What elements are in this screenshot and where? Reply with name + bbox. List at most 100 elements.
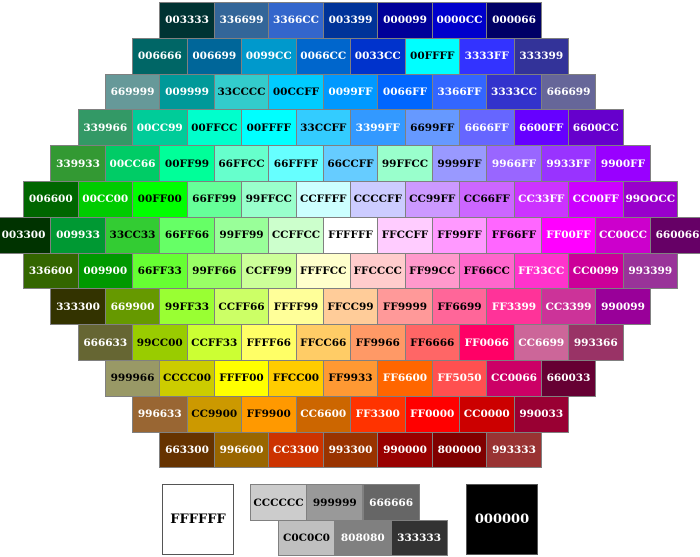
color-swatch-333300[interactable]: 333300: [50, 288, 106, 326]
color-swatch-00ffff[interactable]: 00FFFF: [241, 109, 297, 147]
color-swatch-339966[interactable]: 339966: [77, 109, 133, 147]
color-swatch-cc00ff[interactable]: CC00FF: [568, 181, 624, 218]
color-swatch-ff00ff[interactable]: FF00FF: [540, 216, 597, 254]
color-swatch-ff3399[interactable]: FF3399: [486, 288, 542, 326]
color-swatch-00cc66[interactable]: 00CC66: [104, 145, 161, 182]
color-swatch-3333cc[interactable]: 3333CC: [486, 73, 542, 111]
color-swatch-cc3300[interactable]: CC3300: [268, 431, 324, 469]
color-swatch-00ff00[interactable]: 00FF00: [132, 181, 188, 218]
color-swatch-00ffcc[interactable]: 00FFCC: [186, 109, 242, 147]
color-swatch-660066[interactable]: 660066: [649, 216, 700, 254]
color-swatch-99ff33[interactable]: 99FF33: [159, 288, 215, 326]
color-swatch-cc00cc[interactable]: CC00CC: [595, 216, 651, 254]
color-swatch-ff66cc[interactable]: FF66CC: [459, 252, 515, 290]
color-swatch-ff99ff[interactable]: FF99FF: [431, 216, 488, 254]
color-swatch-336699[interactable]: 336699: [213, 2, 270, 39]
color-swatch-990099[interactable]: 990099: [595, 288, 651, 326]
color-swatch-3366ff[interactable]: 3366FF: [431, 73, 488, 111]
color-swatch-666699[interactable]: 666699: [540, 73, 597, 111]
color-swatch-ff9966[interactable]: FF9966: [350, 324, 406, 361]
color-swatch-99ff66[interactable]: 99FF66: [186, 252, 242, 290]
color-swatch-cc99ff[interactable]: CC99FF: [404, 181, 460, 218]
color-swatch-3366cc[interactable]: 3366CC: [268, 2, 324, 39]
color-swatch-990000[interactable]: 990000: [377, 431, 433, 469]
color-swatch-00ff99[interactable]: 00FF99: [159, 145, 215, 182]
color-swatch-00cc00[interactable]: 00CC00: [77, 181, 133, 218]
color-swatch-0000cc[interactable]: 0000CC: [431, 2, 488, 39]
color-swatch-ffccff[interactable]: FFCCFF: [377, 216, 433, 254]
color-swatch-009933[interactable]: 009933: [50, 216, 106, 254]
color-swatch-ffff66[interactable]: FFFF66: [241, 324, 297, 361]
color-swatch-009900[interactable]: 009900: [77, 252, 133, 290]
color-swatch-993399[interactable]: 993399: [622, 252, 678, 290]
color-swatch-ff6666[interactable]: FF6666: [404, 324, 460, 361]
color-swatch-cc0099[interactable]: CC0099: [568, 252, 624, 290]
color-swatch-000066[interactable]: 000066: [486, 2, 542, 39]
color-swatch-333399[interactable]: 333399: [513, 37, 569, 75]
color-swatch-006600[interactable]: 006600: [23, 181, 79, 218]
color-swatch-6600cc[interactable]: 6600CC: [568, 109, 624, 147]
color-swatch-993333[interactable]: 993333: [486, 431, 542, 469]
color-swatch-ff0066[interactable]: FF0066: [459, 324, 515, 361]
color-swatch-ccff33[interactable]: CCFF33: [186, 324, 242, 361]
color-swatch-666666[interactable]: 666666: [362, 484, 420, 521]
color-swatch-3399ff[interactable]: 3399FF: [350, 109, 406, 147]
color-swatch-66ffcc[interactable]: 66FFCC: [213, 145, 270, 182]
color-swatch-ff9933[interactable]: FF9933: [322, 360, 379, 397]
color-swatch-006666[interactable]: 006666: [132, 37, 188, 75]
color-swatch-003333[interactable]: 003333: [159, 2, 215, 39]
color-swatch-9999ff[interactable]: 9999FF: [431, 145, 488, 182]
color-swatch-000099[interactable]: 000099: [377, 2, 433, 39]
color-swatch-ff9900[interactable]: FF9900: [241, 395, 297, 433]
color-swatch-cc6600[interactable]: CC6600: [295, 395, 351, 433]
color-swatch-9900ff[interactable]: 9900FF: [595, 145, 651, 182]
color-swatch-993300[interactable]: 993300: [322, 431, 379, 469]
color-swatch-99ff99[interactable]: 99FF99: [213, 216, 270, 254]
color-swatch-ccffcc[interactable]: CCFFCC: [268, 216, 324, 254]
color-swatch-999966[interactable]: 999966: [104, 360, 161, 397]
color-swatch-ff33cc[interactable]: FF33CC: [513, 252, 569, 290]
color-swatch-996633[interactable]: 996633: [132, 395, 188, 433]
color-swatch-66ff66[interactable]: 66FF66: [159, 216, 215, 254]
color-swatch-339933[interactable]: 339933: [50, 145, 106, 182]
color-swatch-33cccc[interactable]: 33CCCC: [213, 73, 270, 111]
color-swatch-ffff00[interactable]: FFFF00: [213, 360, 270, 397]
color-swatch-00ffff[interactable]: 00FFFF: [404, 37, 460, 75]
color-swatch-ff0000[interactable]: FF0000: [404, 395, 460, 433]
color-swatch-ccff99[interactable]: CCFF99: [241, 252, 297, 290]
color-swatch-ccffff[interactable]: CCFFFF: [295, 181, 351, 218]
color-swatch-cc9900[interactable]: CC9900: [186, 395, 242, 433]
color-swatch-cccc00[interactable]: CCCC00: [159, 360, 215, 397]
color-swatch-9966ff[interactable]: 9966FF: [486, 145, 542, 182]
color-swatch-ff99cc[interactable]: FF99CC: [404, 252, 460, 290]
color-swatch-3333ff[interactable]: 3333FF: [459, 37, 515, 75]
color-swatch-ccff66[interactable]: CCFF66: [213, 288, 270, 326]
color-swatch-669900[interactable]: 669900: [104, 288, 161, 326]
color-swatch-6600ff[interactable]: 6600FF: [513, 109, 569, 147]
color-swatch-808080[interactable]: 808080: [334, 520, 392, 556]
color-swatch-33cc33[interactable]: 33CC33: [104, 216, 161, 254]
color-swatch-66ff99[interactable]: 66FF99: [186, 181, 242, 218]
color-swatch-ffff99[interactable]: FFFF99: [268, 288, 324, 326]
color-swatch-006699[interactable]: 006699: [186, 37, 242, 75]
color-swatch-669999[interactable]: 669999: [104, 73, 161, 111]
color-swatch-666633[interactable]: 666633: [77, 324, 133, 361]
color-swatch-66ccff[interactable]: 66CCFF: [322, 145, 379, 182]
color-swatch-cc3399[interactable]: CC3399: [540, 288, 597, 326]
color-swatch-333333[interactable]: 333333: [390, 520, 448, 556]
color-swatch-cc66ff[interactable]: CC66FF: [459, 181, 515, 218]
color-swatch-cc0000[interactable]: CC0000: [459, 395, 515, 433]
color-swatch-ffcc66[interactable]: FFCC66: [295, 324, 351, 361]
color-swatch-ff5050[interactable]: FF5050: [431, 360, 488, 397]
color-swatch-990033[interactable]: 990033: [513, 395, 569, 433]
color-swatch-0099cc[interactable]: 0099CC: [241, 37, 297, 75]
color-swatch-ffcc00[interactable]: FFCC00: [268, 360, 324, 397]
color-swatch-0066ff[interactable]: 0066FF: [377, 73, 433, 111]
color-swatch-ccccff[interactable]: CCCCFF: [350, 181, 406, 218]
color-swatch-99cc00[interactable]: 99CC00: [132, 324, 188, 361]
color-swatch-00cc99[interactable]: 00CC99: [132, 109, 188, 147]
color-swatch-ffffff[interactable]: FFFFFF: [322, 216, 379, 254]
color-swatch-c0c0c0[interactable]: C0C0C0: [278, 520, 335, 556]
color-swatch-ffcc99[interactable]: FFCC99: [322, 288, 379, 326]
color-swatch-99oocc[interactable]: 99OOCC: [622, 181, 678, 218]
